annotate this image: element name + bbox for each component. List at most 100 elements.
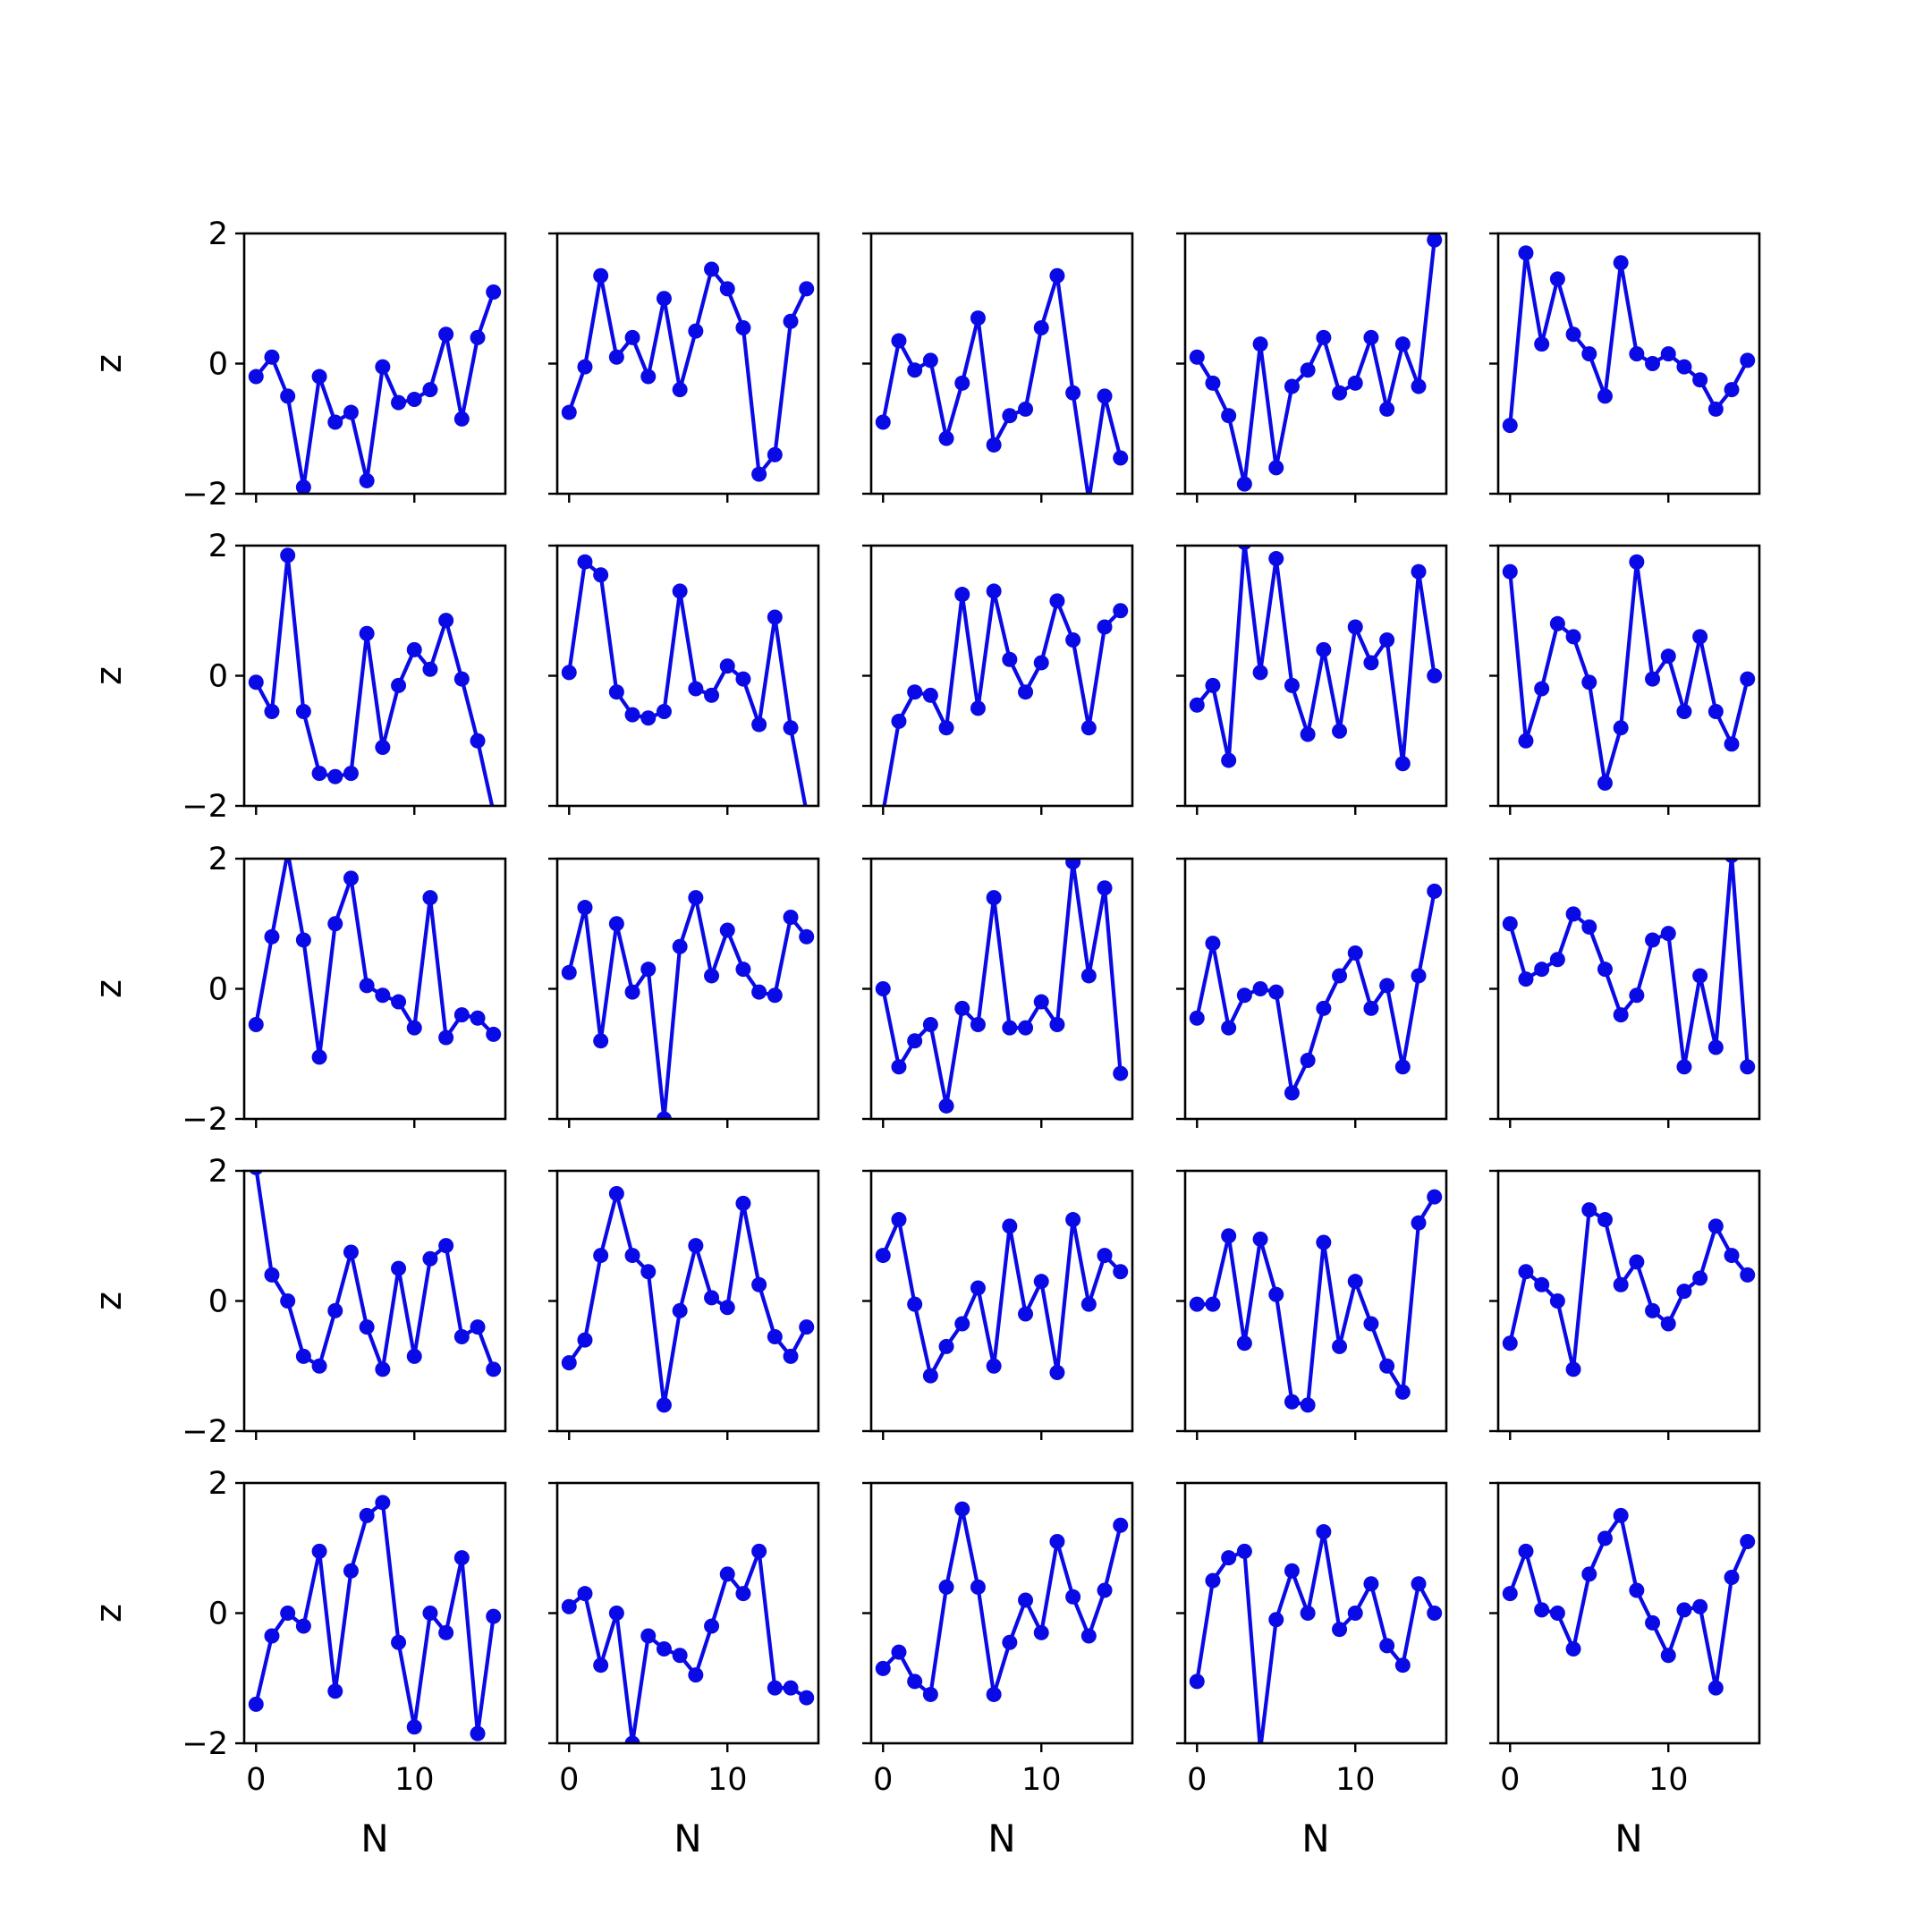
data-point bbox=[986, 436, 1002, 453]
data-point bbox=[1252, 981, 1268, 996]
data-point bbox=[343, 766, 359, 782]
data-point bbox=[438, 1030, 454, 1046]
data-point bbox=[656, 1397, 672, 1413]
data-point bbox=[640, 962, 657, 978]
data-point bbox=[656, 1111, 672, 1119]
data-point bbox=[1724, 1569, 1740, 1585]
data-point bbox=[1692, 372, 1708, 388]
y-tick-label: 0 bbox=[208, 1284, 228, 1320]
axes-frame bbox=[869, 1481, 1134, 1745]
data-point bbox=[311, 1358, 327, 1374]
data-point bbox=[280, 1606, 296, 1621]
axes-frame bbox=[1496, 1169, 1761, 1433]
data-point bbox=[1676, 1059, 1692, 1075]
data-point bbox=[577, 1332, 593, 1348]
data-point bbox=[248, 369, 264, 385]
data-point bbox=[1002, 1218, 1018, 1234]
data-point bbox=[751, 1276, 767, 1292]
data-point bbox=[1316, 1000, 1332, 1016]
x-axis-label: N bbox=[1301, 1817, 1329, 1860]
data-point bbox=[719, 1566, 735, 1582]
data-point bbox=[875, 414, 891, 430]
subplot-2-3 bbox=[862, 544, 1134, 815]
data-point bbox=[688, 681, 704, 697]
data-point bbox=[375, 1495, 391, 1511]
data-point bbox=[1534, 681, 1550, 697]
data-point bbox=[970, 310, 986, 326]
data-point bbox=[1629, 554, 1645, 570]
y-axis-label: z bbox=[89, 979, 130, 998]
y-axis-label: z bbox=[89, 354, 130, 373]
data-point bbox=[922, 687, 938, 703]
axes-frame bbox=[869, 857, 1134, 1121]
x-tick-label: 10 bbox=[394, 1762, 435, 1798]
data-point bbox=[672, 382, 688, 398]
data-point bbox=[280, 388, 296, 404]
data-point bbox=[1347, 619, 1363, 635]
data-point bbox=[343, 1244, 359, 1260]
subplot-4-5 bbox=[1489, 1169, 1761, 1440]
data-point bbox=[1660, 1648, 1676, 1664]
data-point bbox=[264, 349, 280, 365]
subplot-1-1: −2 0 2 z bbox=[89, 216, 507, 513]
data-point bbox=[1740, 1267, 1756, 1283]
data-point bbox=[1002, 408, 1018, 424]
data-point bbox=[1237, 546, 1252, 550]
data-point bbox=[1113, 1264, 1129, 1280]
data-point bbox=[1252, 665, 1268, 681]
data-point bbox=[1740, 352, 1756, 369]
data-point bbox=[751, 716, 767, 733]
data-point bbox=[938, 1097, 954, 1114]
axes-frame bbox=[555, 1481, 820, 1745]
series-line bbox=[1197, 1196, 1436, 1408]
data-point bbox=[1549, 615, 1565, 631]
data-point bbox=[343, 1563, 359, 1579]
data-point bbox=[672, 938, 688, 954]
data-point bbox=[577, 359, 593, 375]
x-tick-label: 10 bbox=[1021, 1762, 1062, 1798]
data-point bbox=[1363, 1316, 1379, 1332]
data-point bbox=[1189, 1674, 1205, 1690]
data-point bbox=[608, 684, 624, 700]
data-point bbox=[486, 1361, 502, 1377]
data-point bbox=[1268, 984, 1284, 1000]
data-point bbox=[719, 922, 735, 938]
data-point bbox=[1018, 1306, 1034, 1322]
data-point bbox=[735, 1586, 751, 1602]
data-point bbox=[359, 472, 375, 488]
data-point bbox=[954, 375, 970, 391]
subplot-5-2: 0 10N bbox=[548, 1481, 820, 1860]
y-tick-label: 2 bbox=[208, 1466, 228, 1502]
data-point bbox=[1565, 1641, 1581, 1657]
data-point bbox=[593, 1033, 609, 1049]
data-point bbox=[1033, 1624, 1049, 1640]
data-point bbox=[767, 987, 783, 1004]
data-point bbox=[704, 261, 720, 277]
data-point bbox=[875, 1248, 891, 1264]
data-point bbox=[986, 583, 1002, 599]
series-line bbox=[254, 859, 496, 1059]
data-point bbox=[438, 1238, 454, 1254]
data-point bbox=[1252, 1231, 1268, 1247]
subplot-2-5 bbox=[1489, 544, 1761, 815]
data-point bbox=[359, 625, 375, 641]
data-point bbox=[1097, 619, 1113, 635]
data-point bbox=[1236, 1543, 1252, 1559]
data-point bbox=[295, 1348, 311, 1364]
data-point bbox=[1065, 631, 1081, 648]
data-point bbox=[688, 1238, 704, 1254]
data-point bbox=[1221, 752, 1237, 768]
data-point bbox=[486, 284, 502, 300]
data-point bbox=[1549, 952, 1565, 968]
data-point bbox=[1613, 720, 1629, 736]
data-point bbox=[577, 900, 593, 916]
data-point bbox=[922, 1017, 938, 1033]
data-point bbox=[783, 909, 799, 925]
data-point bbox=[295, 932, 311, 948]
data-point bbox=[1597, 775, 1613, 792]
subplot-4-4 bbox=[1176, 1169, 1448, 1440]
data-point bbox=[1707, 401, 1724, 417]
y-axis-label: z bbox=[89, 1604, 130, 1623]
data-point bbox=[783, 1348, 799, 1364]
series-line bbox=[254, 553, 495, 806]
